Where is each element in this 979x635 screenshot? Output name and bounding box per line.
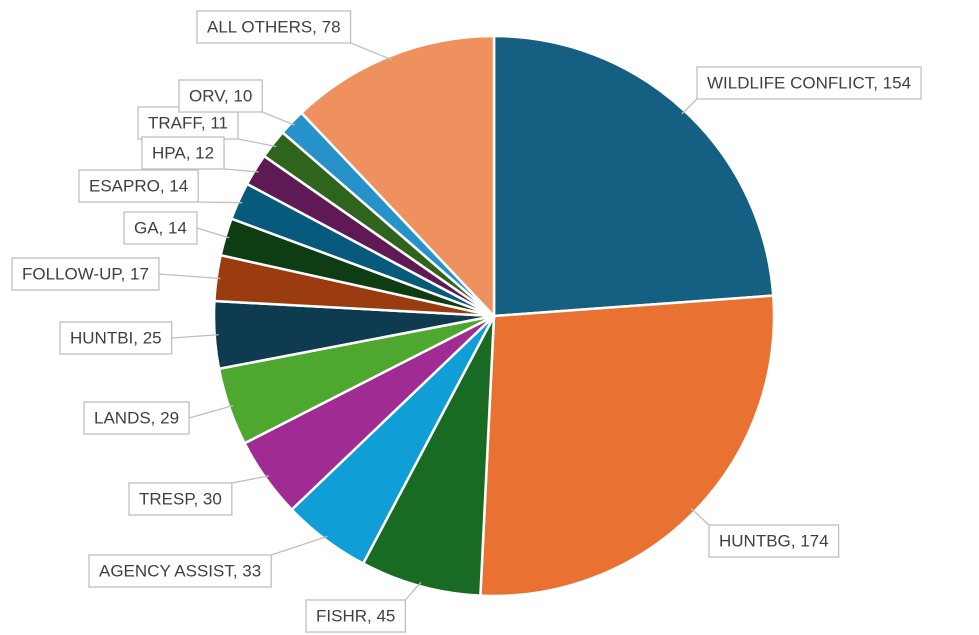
label-box (196, 10, 352, 44)
data-label: WILDLIFE CONFLICT, 154 (681, 66, 922, 115)
leader-line (196, 227, 230, 239)
data-label-text: ORV, 10 (189, 86, 252, 105)
data-label: AGENCY ASSIST, 33 (88, 535, 328, 588)
data-label-text: LANDS, 29 (94, 408, 179, 427)
data-label-text: HPA, 12 (152, 143, 214, 162)
data-label-text: ESAPRO, 14 (89, 176, 188, 195)
label-box (141, 136, 225, 170)
data-label: LANDS, 29 (83, 401, 234, 435)
label-box (11, 257, 160, 291)
data-label-text: TRAFF, 11 (148, 113, 228, 132)
data-label: HUNTBI, 25 (59, 321, 219, 355)
leader-line (224, 168, 259, 173)
data-label-text: WILDLIFE CONFLICT, 154 (707, 73, 911, 92)
label-box (83, 401, 190, 435)
leader-line (237, 138, 277, 148)
leader-line (681, 98, 698, 115)
leader-line (198, 201, 243, 204)
leader-line (404, 581, 422, 601)
data-label-text: HUNTBG, 174 (719, 531, 829, 550)
data-label-text: FISHR, 45 (316, 606, 395, 625)
label-box (696, 66, 922, 100)
data-label: TRESP, 30 (128, 475, 270, 516)
data-label: HPA, 12 (141, 136, 259, 173)
leader-line (691, 508, 710, 526)
data-label: FISHR, 45 (305, 581, 422, 633)
leader-line (171, 334, 219, 339)
pie-slice (299, 34, 496, 320)
data-label: GA, 14 (123, 211, 230, 245)
pie-slice (361, 315, 496, 597)
label-box (78, 169, 199, 203)
data-label: ESAPRO, 14 (78, 169, 243, 204)
label-box (59, 321, 173, 355)
leader-line (158, 273, 221, 280)
data-label: HUNTBG, 174 (691, 508, 840, 558)
label-box (128, 482, 233, 516)
data-label: FOLLOW-UP, 17 (11, 257, 221, 291)
leader-line (262, 111, 295, 126)
data-label-text: GA, 14 (134, 218, 187, 237)
label-box (708, 524, 840, 558)
data-label-text: ALL OTHERS, 78 (207, 17, 341, 36)
data-label-text: HUNTBI, 25 (70, 328, 162, 347)
leader-line (350, 42, 393, 61)
label-box (305, 599, 407, 633)
data-label: ORV, 10 (178, 79, 295, 126)
label-box (178, 79, 263, 113)
data-label-text: TRESP, 30 (139, 489, 222, 508)
leader-line (271, 535, 328, 556)
data-label-text: AGENCY ASSIST, 33 (99, 561, 261, 580)
data-label: ALL OTHERS, 78 (196, 10, 393, 61)
data-label-text: FOLLOW-UP, 17 (22, 264, 149, 283)
leader-line (231, 475, 270, 484)
label-box (123, 211, 198, 245)
leader-line (188, 404, 234, 419)
label-box (88, 554, 272, 588)
